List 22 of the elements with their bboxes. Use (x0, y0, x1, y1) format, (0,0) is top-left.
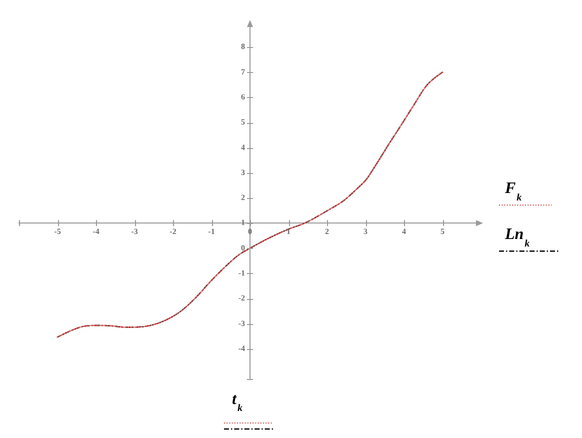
x-tick-label: 5 (440, 227, 444, 236)
y-tick-label: 6 (241, 92, 245, 102)
y-tick-label: -3 (238, 318, 245, 328)
x-tick-label: -3 (131, 227, 138, 236)
x-tick-label: 1 (286, 227, 290, 236)
y-tick-label: -4 (238, 344, 245, 353)
y-tick-label: 2 (241, 193, 245, 202)
y-tick-label: 0 (241, 243, 245, 252)
x-tick-label: -1 (208, 227, 215, 236)
y-tick-label: -1 (238, 268, 245, 278)
y-tick-label: 3 (241, 168, 245, 177)
y-tick-label: -2 (238, 294, 245, 303)
x-tick-label: -4 (92, 227, 100, 236)
y-tick-label: 5 (241, 118, 245, 127)
x-tick-label: 2 (325, 227, 329, 236)
y-tick-label: 7 (241, 67, 245, 76)
x-tick-label: -5 (54, 227, 61, 236)
y-tick-label: 4 (241, 142, 245, 152)
x-tick-label: 4 (402, 227, 406, 236)
x-tick-label: -2 (170, 227, 176, 236)
x-tick-label: 3 (364, 227, 368, 236)
y-tick-label: 8 (241, 42, 245, 52)
